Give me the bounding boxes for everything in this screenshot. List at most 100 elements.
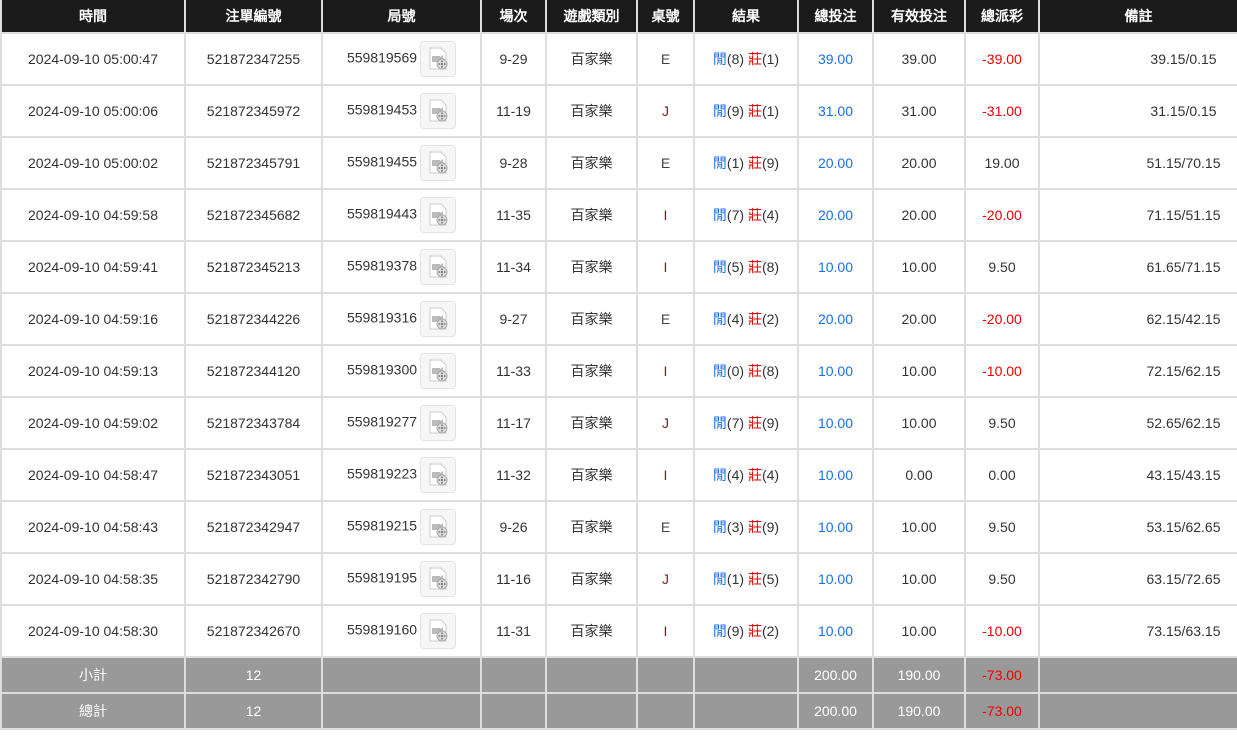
payout: -20.00	[964, 292, 1040, 346]
banker-score: (4)	[761, 467, 780, 483]
player-label: 閒	[712, 571, 727, 587]
payout: -10.00	[964, 604, 1040, 658]
valid-bet: 20.00	[872, 136, 966, 190]
table-id: J	[636, 552, 695, 606]
session: 11-16	[480, 552, 547, 606]
video-file-icon[interactable]	[420, 509, 457, 545]
round-cell: 559819443	[321, 188, 482, 242]
result: 閒(9) 莊(2)	[693, 604, 799, 658]
table-row: 2024-09-10 04:58:43 521872342947 559819215…	[0, 500, 1237, 554]
video-file-icon[interactable]	[420, 93, 457, 129]
valid-bet: 10.00	[872, 240, 966, 294]
session: 11-32	[480, 448, 547, 502]
remark: 61.65/71.15	[1038, 240, 1237, 294]
banker-label: 莊	[747, 519, 762, 535]
session: 9-28	[480, 136, 547, 190]
video-file-icon[interactable]	[420, 613, 457, 649]
subtotal-total-bet: 200.00	[797, 656, 874, 694]
round-cell: 559819160	[321, 604, 482, 658]
table-id: I	[636, 448, 695, 502]
payout: 9.50	[964, 552, 1040, 606]
result: 閒(4) 莊(4)	[693, 448, 799, 502]
total-bet[interactable]: 10.00	[797, 448, 874, 502]
remark: 62.15/42.15	[1038, 292, 1237, 346]
player-label: 閒	[712, 467, 727, 483]
video-file-icon[interactable]	[420, 145, 457, 181]
player-score: (0)	[726, 363, 745, 379]
round-number: 559819277	[346, 413, 418, 430]
total-bet[interactable]: 20.00	[797, 136, 874, 190]
bet-time: 2024-09-10 04:58:47	[0, 448, 186, 502]
game-type: 百家樂	[545, 32, 638, 86]
player-score: (1)	[726, 155, 745, 171]
total-bet[interactable]: 31.00	[797, 84, 874, 138]
player-label: 閒	[712, 103, 727, 119]
table-id: E	[636, 500, 695, 554]
total-bet[interactable]: 20.00	[797, 188, 874, 242]
bet-id: 521872345791	[184, 136, 323, 190]
remark: 71.15/51.15	[1038, 188, 1237, 242]
total-bet[interactable]: 10.00	[797, 604, 874, 658]
remark: 73.15/63.15	[1038, 604, 1237, 658]
bet-id: 521872343784	[184, 396, 323, 450]
session: 9-29	[480, 32, 547, 86]
result: 閒(1) 莊(5)	[693, 552, 799, 606]
header-round: 局號	[321, 0, 482, 34]
banker-label: 莊	[747, 103, 762, 119]
valid-bet: 0.00	[872, 448, 966, 502]
header-row: 時間 注單編號 局號 場次 遊戲類別 桌號 結果 總投注 有效投注 總派彩 備註	[0, 0, 1237, 34]
video-file-icon[interactable]	[420, 405, 457, 441]
banker-label: 莊	[747, 259, 762, 275]
player-label: 閒	[712, 519, 727, 535]
game-type: 百家樂	[545, 136, 638, 190]
banker-label: 莊	[747, 415, 762, 431]
player-score: (7)	[726, 415, 745, 431]
header-total-bet: 總投注	[797, 0, 874, 34]
result: 閒(0) 莊(8)	[693, 344, 799, 398]
round-cell: 559819195	[321, 552, 482, 606]
total-bet[interactable]: 39.00	[797, 32, 874, 86]
banker-score: (9)	[761, 519, 780, 535]
game-type: 百家樂	[545, 604, 638, 658]
banker-label: 莊	[747, 51, 762, 67]
valid-bet: 31.00	[872, 84, 966, 138]
valid-bet: 10.00	[872, 344, 966, 398]
total-bet[interactable]: 10.00	[797, 240, 874, 294]
round-cell: 559819378	[321, 240, 482, 294]
video-file-icon[interactable]	[420, 41, 457, 77]
video-file-icon[interactable]	[420, 249, 457, 285]
table-row: 2024-09-10 04:59:16 521872344226 559819316…	[0, 292, 1237, 346]
subtotal-label: 小計	[0, 656, 186, 694]
video-file-icon[interactable]	[420, 197, 457, 233]
table-id: I	[636, 240, 695, 294]
result: 閒(9) 莊(1)	[693, 84, 799, 138]
table-row: 2024-09-10 04:59:02 521872343784 559819277…	[0, 396, 1237, 450]
video-file-icon[interactable]	[420, 301, 457, 337]
player-label: 閒	[712, 415, 727, 431]
bet-time: 2024-09-10 04:59:16	[0, 292, 186, 346]
video-file-icon[interactable]	[420, 457, 457, 493]
video-file-icon[interactable]	[420, 561, 457, 597]
remark: 39.15/0.15	[1038, 32, 1237, 86]
total-bet[interactable]: 20.00	[797, 292, 874, 346]
total-bet[interactable]: 10.00	[797, 500, 874, 554]
player-label: 閒	[712, 155, 727, 171]
session: 11-31	[480, 604, 547, 658]
total-bet[interactable]: 10.00	[797, 396, 874, 450]
table-row: 2024-09-10 05:00:47 521872347255 559819569…	[0, 32, 1237, 86]
game-type: 百家樂	[545, 500, 638, 554]
total-payout: -73.00	[964, 692, 1040, 730]
total-bet[interactable]: 10.00	[797, 344, 874, 398]
video-file-icon[interactable]	[420, 353, 457, 389]
bet-time: 2024-09-10 04:58:30	[0, 604, 186, 658]
bet-id: 521872344226	[184, 292, 323, 346]
player-score: (1)	[726, 571, 745, 587]
game-type: 百家樂	[545, 344, 638, 398]
valid-bet: 39.00	[872, 32, 966, 86]
result: 閒(1) 莊(9)	[693, 136, 799, 190]
valid-bet: 10.00	[872, 604, 966, 658]
bet-records-table: 時間 注單編號 局號 場次 遊戲類別 桌號 結果 總投注 有效投注 總派彩 備註 2024-09-1…	[0, 0, 1237, 730]
total-bet[interactable]: 10.00	[797, 552, 874, 606]
table-id: I	[636, 188, 695, 242]
table-row: 2024-09-10 04:59:13 521872344120 559819300…	[0, 344, 1237, 398]
